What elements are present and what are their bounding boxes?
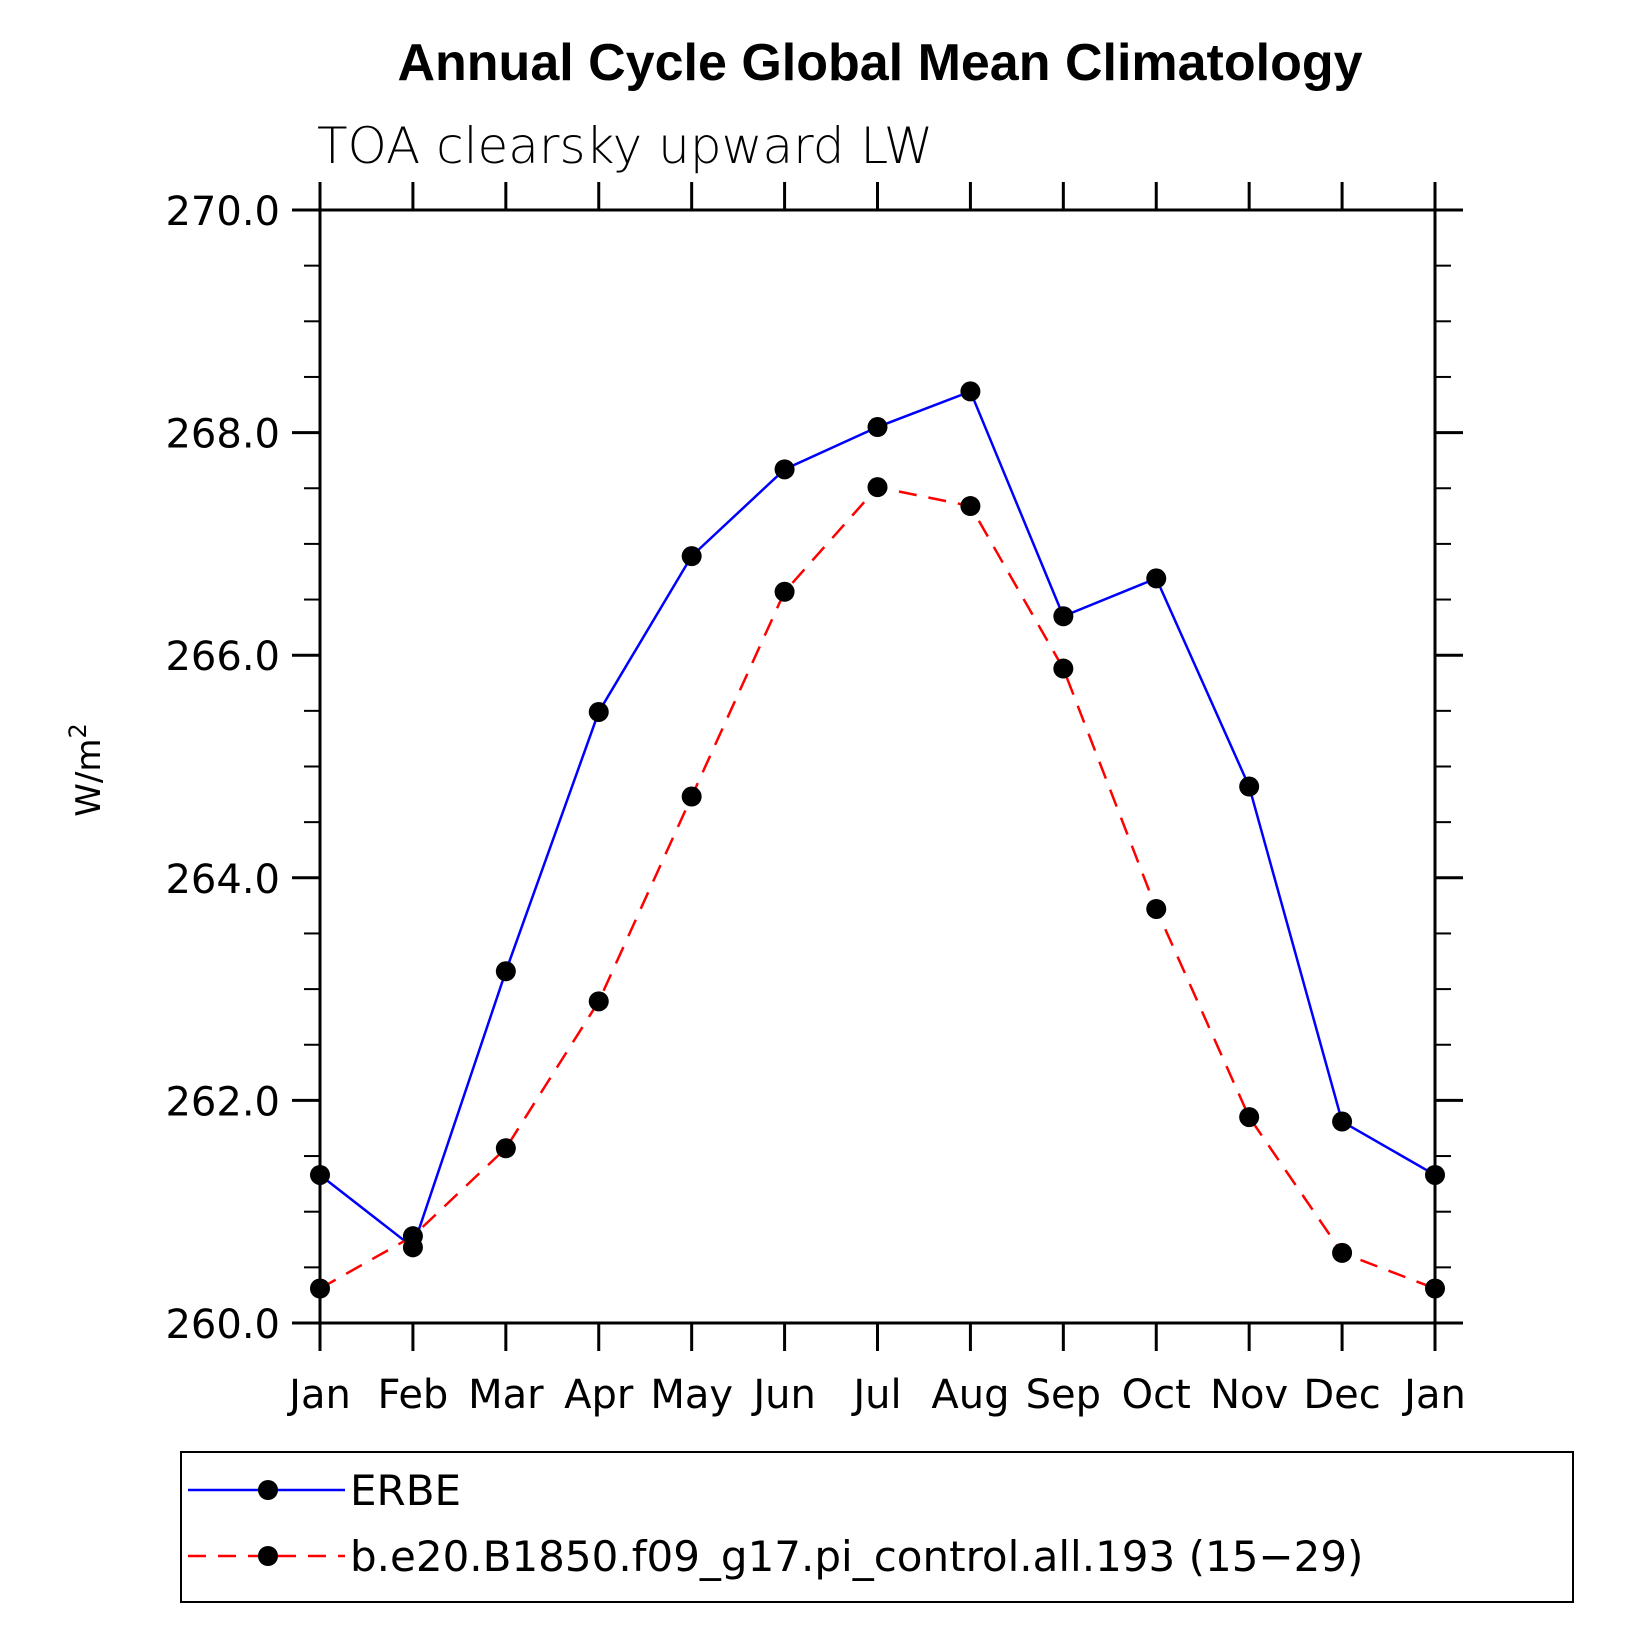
data-point bbox=[1146, 898, 1167, 919]
data-point bbox=[867, 417, 888, 438]
series-line bbox=[319, 485, 1436, 1290]
data-point bbox=[960, 496, 981, 517]
plot-frame bbox=[318, 208, 1437, 1325]
data-point bbox=[1332, 1111, 1353, 1132]
legend-marker bbox=[258, 1480, 278, 1500]
x-tick-label: Jun bbox=[750, 1372, 816, 1418]
data-point bbox=[960, 381, 981, 402]
data-point bbox=[402, 1226, 423, 1247]
data-point bbox=[681, 786, 702, 807]
data-point bbox=[774, 581, 795, 602]
y-tick-label: 266.0 bbox=[165, 634, 280, 680]
data-point bbox=[310, 1278, 330, 1299]
series-model bbox=[310, 477, 1445, 1299]
chart-title: Annual Cycle Global Mean Climatology bbox=[397, 34, 1362, 92]
data-point bbox=[1332, 1242, 1353, 1263]
legend-label: ERBE bbox=[350, 1466, 461, 1515]
y-axis-label-superscript: 2 bbox=[64, 723, 92, 738]
data-point bbox=[495, 961, 516, 982]
legend-label: b.e20.B1850.f09_g17.pi_control.all.193 (… bbox=[350, 1532, 1363, 1581]
y-axis-label-text: W/m bbox=[69, 739, 109, 817]
series-layer bbox=[310, 381, 1445, 1299]
legend: ERBE b.e20.B1850.f09_g17.pi_control.all.1… bbox=[180, 1451, 1574, 1603]
x-tick-label: Dec bbox=[1303, 1372, 1380, 1418]
x-tick-label: Nov bbox=[1210, 1372, 1288, 1418]
x-tick-label: Oct bbox=[1122, 1372, 1191, 1418]
y-tick-labels: 260.0 262.0 264.0 266.0 268.0 270.0 bbox=[165, 189, 280, 1348]
x-tick-label: Jan bbox=[286, 1372, 351, 1418]
x-tick-label: May bbox=[650, 1372, 733, 1418]
data-point bbox=[310, 1164, 330, 1185]
series-line bbox=[319, 389, 1436, 1250]
x-tick-label: Feb bbox=[378, 1372, 449, 1418]
data-point bbox=[1239, 1107, 1260, 1128]
data-point bbox=[1146, 568, 1167, 589]
legend-box bbox=[180, 1451, 1574, 1603]
y-tick-label: 264.0 bbox=[165, 857, 280, 903]
x-tick-label: Jul bbox=[850, 1372, 901, 1418]
data-point bbox=[1053, 606, 1074, 627]
series-erbe bbox=[310, 381, 1445, 1258]
x-tick-label: Aug bbox=[931, 1372, 1009, 1418]
x-tick-label: Mar bbox=[468, 1372, 544, 1418]
legend-marker bbox=[258, 1546, 278, 1566]
y-tick-label: 270.0 bbox=[165, 189, 280, 235]
y-tick-label: 268.0 bbox=[165, 412, 280, 458]
data-point bbox=[1053, 658, 1074, 679]
data-point bbox=[588, 991, 609, 1012]
y-tick-label: 262.0 bbox=[165, 1079, 280, 1125]
axis-ticks bbox=[292, 182, 1463, 1351]
data-point bbox=[867, 477, 888, 498]
data-point bbox=[1239, 776, 1260, 797]
data-point bbox=[588, 701, 609, 722]
chart-subtitle: TOA clearsky upward LW bbox=[317, 117, 933, 175]
y-tick-label: 260.0 bbox=[165, 1302, 280, 1348]
plot-area bbox=[318, 208, 1437, 1325]
data-point bbox=[1425, 1278, 1445, 1299]
data-point bbox=[1425, 1164, 1445, 1185]
x-tick-label: Jan bbox=[1401, 1372, 1466, 1418]
x-tick-labels: Jan Feb Mar Apr May Jun Jul Aug Sep Oct Nov Dec Jan bbox=[286, 1372, 1466, 1418]
y-axis-label: W/m2 bbox=[64, 723, 109, 816]
data-point bbox=[774, 459, 795, 480]
data-point bbox=[495, 1138, 516, 1159]
data-point bbox=[681, 546, 702, 567]
x-tick-label: Apr bbox=[564, 1372, 634, 1418]
x-tick-label: Sep bbox=[1026, 1372, 1101, 1418]
